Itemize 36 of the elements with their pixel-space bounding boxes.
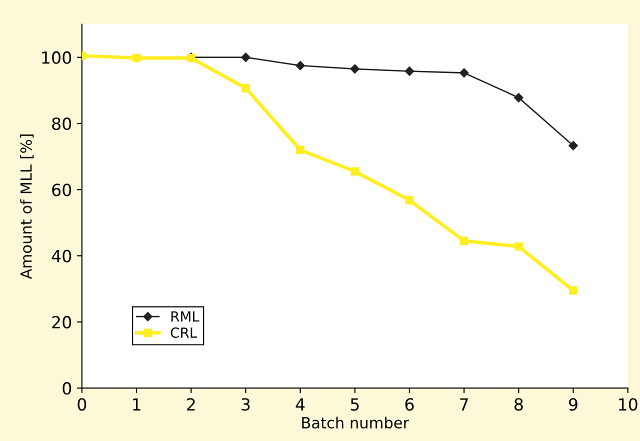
y-tick-label: 80 xyxy=(52,117,72,130)
point xyxy=(514,242,523,251)
point xyxy=(242,84,250,92)
point xyxy=(568,141,578,150)
x-tick-label: 7 xyxy=(460,398,468,410)
point xyxy=(296,146,304,154)
x-tick-label: 1 xyxy=(133,398,140,410)
x-tick-label: 4 xyxy=(296,398,305,410)
legend-label: CRL xyxy=(170,327,198,338)
x-tick-label: 6 xyxy=(405,398,414,411)
point xyxy=(350,64,360,74)
x-axis-title: Batch number xyxy=(302,416,410,429)
y-axis-title: Amount of MLL [%] xyxy=(20,134,34,280)
point xyxy=(132,54,141,62)
x-tick-label: 9 xyxy=(568,398,578,411)
y-tick-label: 20 xyxy=(52,316,72,328)
x-tick-label: 2 xyxy=(187,398,195,410)
x-tick-label: 5 xyxy=(350,398,359,411)
point xyxy=(404,66,414,76)
point xyxy=(460,236,468,246)
x-tick-label: 3 xyxy=(242,398,250,411)
x-tick-label: 10 xyxy=(619,398,638,411)
point xyxy=(350,167,360,176)
point xyxy=(569,286,578,295)
y-tick-label: 40 xyxy=(52,250,72,262)
point xyxy=(241,52,250,62)
x-tick-label: 8 xyxy=(514,398,523,411)
legend-label: RML xyxy=(171,311,200,322)
y-tick-label: 100 xyxy=(42,51,72,64)
point xyxy=(514,93,524,102)
x-tick-label: 0 xyxy=(78,398,86,411)
y-tick-label: 0 xyxy=(62,382,72,395)
point xyxy=(405,196,414,204)
y-tick-label: 60 xyxy=(52,184,72,196)
point xyxy=(296,60,305,70)
point xyxy=(459,68,469,78)
